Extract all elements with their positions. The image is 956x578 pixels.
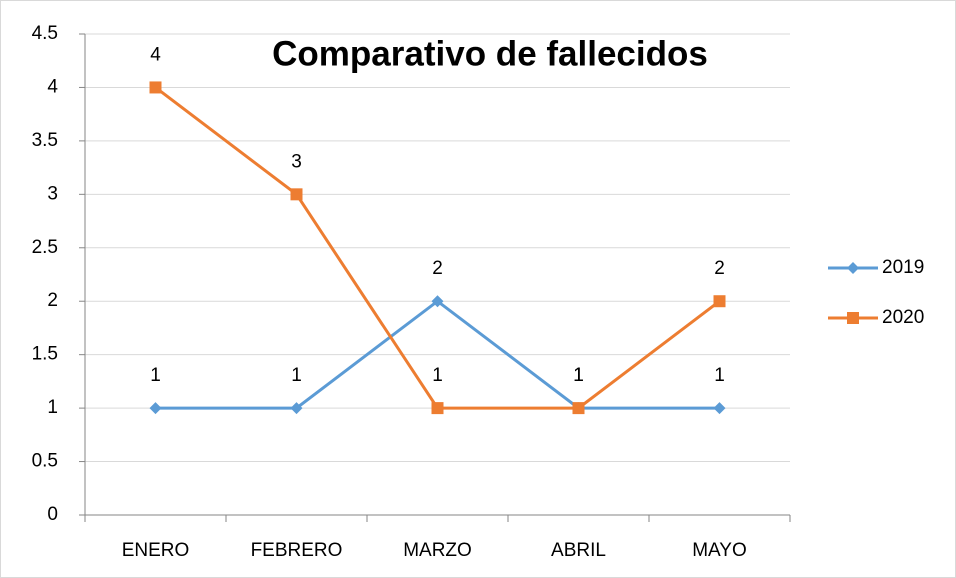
data-label: 2 [432,258,443,279]
data-point [149,81,162,94]
data-label: 1 [573,365,584,386]
x-tick-label: MARZO [403,540,472,561]
data-label: 2 [714,258,725,279]
x-tick-label: ENERO [122,540,190,561]
y-tick-label: 3 [47,183,58,204]
y-tick-label: 4 [47,76,58,97]
x-tick-label: MAYO [692,540,747,561]
data-label: 1 [573,365,584,386]
data-label: 1 [714,365,725,386]
data-label: 1 [150,365,161,386]
data-label: 1 [432,365,443,386]
y-tick-label: 0.5 [32,451,58,472]
data-point [290,188,303,201]
legend-label: 2020 [882,307,924,328]
data-point [290,402,303,415]
data-point [431,295,444,308]
y-tick-label: 1.5 [32,344,58,365]
chart-title: Comparativo de fallecidos [272,34,708,73]
y-tick-label: 0 [47,504,58,525]
y-tick-label: 2.5 [32,237,58,258]
y-tick-label: 3.5 [32,130,58,151]
y-tick-label: 4.5 [32,23,58,44]
legend-marker [847,312,859,324]
data-point [431,402,444,415]
data-label: 4 [150,44,161,65]
data-point [713,295,726,308]
data-label: 1 [291,365,302,386]
data-label: 3 [291,151,302,172]
data-point [713,402,726,415]
y-tick-label: 1 [47,397,58,418]
y-tick-label: 2 [47,290,58,311]
data-point [572,402,585,415]
x-tick-label: ABRIL [551,540,606,561]
legend-label: 2019 [882,257,924,278]
x-tick-label: FEBRERO [251,540,343,561]
data-point [149,402,162,415]
legend-marker [847,262,859,274]
